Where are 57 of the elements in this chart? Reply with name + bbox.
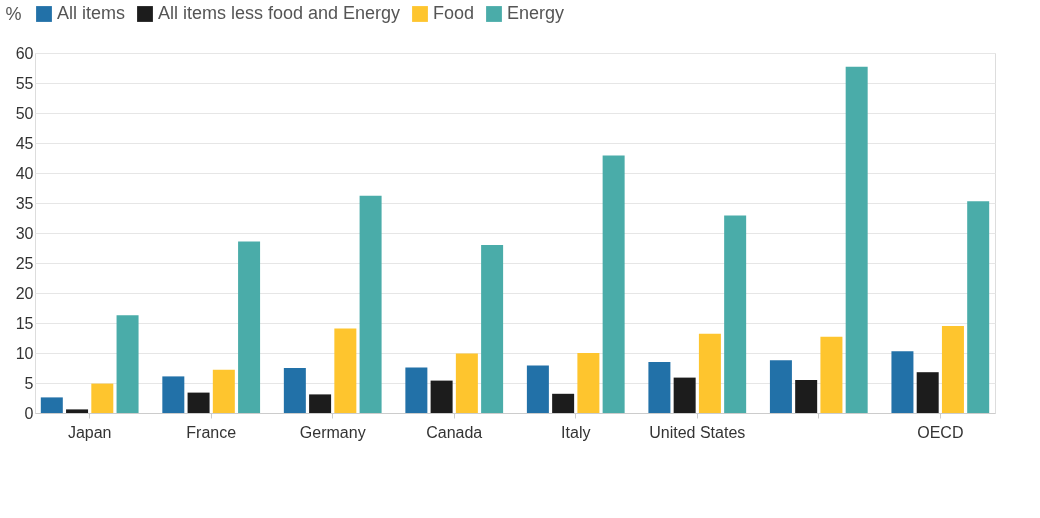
bar <box>673 377 696 413</box>
bar <box>359 195 382 413</box>
bar <box>283 368 306 413</box>
bar <box>698 333 721 413</box>
bar <box>187 392 210 413</box>
y-tick-label: 25 <box>15 254 34 272</box>
y-tick-label: 55 <box>15 74 34 92</box>
bar <box>602 155 625 413</box>
x-tick-label: Japan <box>67 423 112 441</box>
y-tick-label: 50 <box>15 104 34 122</box>
y-tick-label: 0 <box>24 404 34 422</box>
x-tick-label: Italy <box>561 423 591 441</box>
bar <box>91 383 114 413</box>
x-tick-label: Germany <box>299 423 366 441</box>
bar <box>66 409 89 413</box>
bar <box>769 360 792 413</box>
bar <box>552 393 575 413</box>
bar <box>724 215 747 413</box>
bar <box>967 201 990 413</box>
bar <box>212 369 235 413</box>
bar <box>795 380 818 413</box>
legend-label: Energy <box>507 3 565 23</box>
bar <box>648 362 671 413</box>
y-axis-title: % <box>5 3 22 24</box>
y-tick-label: 5 <box>24 374 34 392</box>
bar <box>577 353 600 413</box>
bar <box>334 328 357 413</box>
y-tick-label: 45 <box>15 134 34 152</box>
bar <box>309 394 332 413</box>
y-tick-label: 60 <box>15 44 34 62</box>
bar <box>526 365 549 413</box>
bar <box>238 241 261 413</box>
y-tick-label: 35 <box>15 194 34 212</box>
bar <box>162 376 185 413</box>
x-tick-label: United States <box>649 423 746 441</box>
y-tick-label: 10 <box>15 344 34 362</box>
bar <box>405 367 428 413</box>
legend-label: Food <box>433 3 475 23</box>
bar <box>916 372 939 413</box>
legend-label: All items less food and Energy <box>158 3 401 23</box>
bar <box>481 245 504 413</box>
bar <box>40 397 63 413</box>
x-tick-label: Canada <box>426 423 483 441</box>
bar <box>455 353 478 413</box>
bar <box>845 66 868 413</box>
bar <box>941 326 964 413</box>
bar <box>891 351 914 413</box>
y-tick-label: 20 <box>15 284 34 302</box>
bar <box>820 336 843 413</box>
x-tick-label: France <box>186 423 237 441</box>
bar <box>430 380 453 413</box>
y-tick-label: 30 <box>15 224 34 242</box>
y-tick-label: 40 <box>15 164 34 182</box>
legend-label: All items <box>57 3 126 23</box>
x-tick-label: OECD <box>917 423 964 441</box>
bar <box>116 315 139 413</box>
y-tick-label: 15 <box>15 314 34 332</box>
